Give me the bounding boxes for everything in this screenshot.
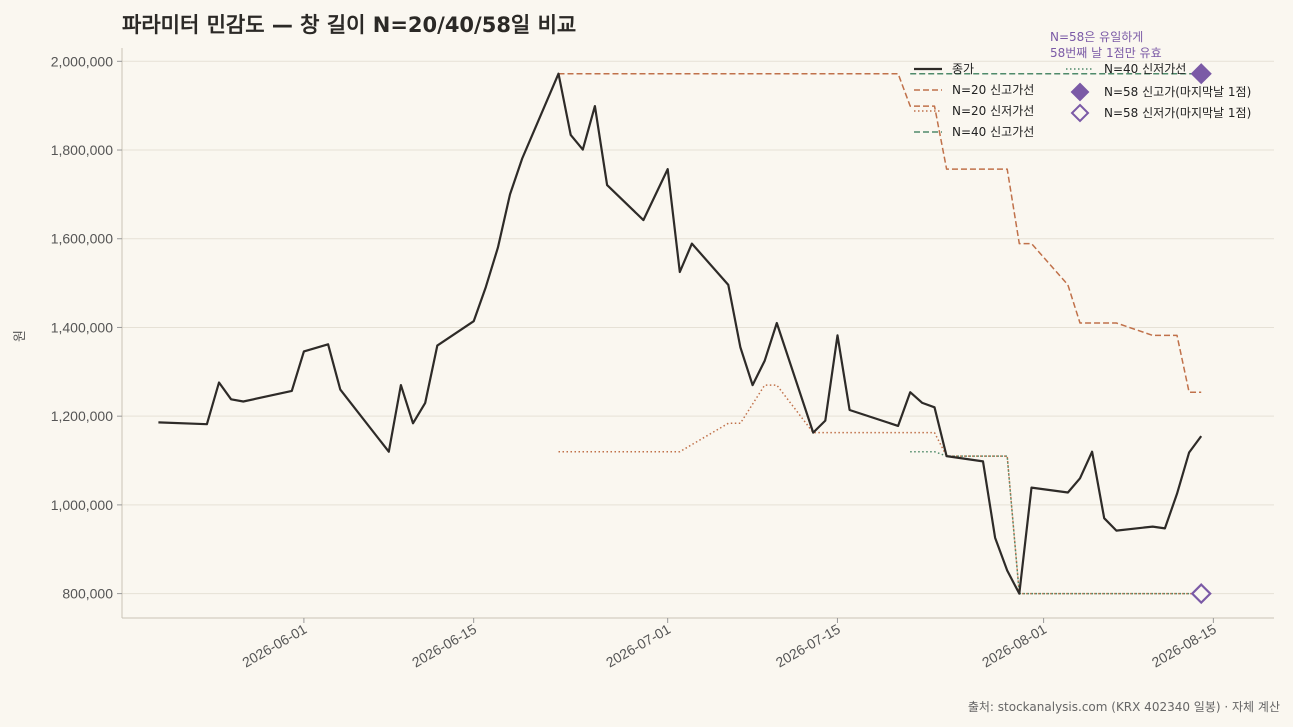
series-line-0 — [158, 72, 1203, 595]
legend-label: N=58 신고가(마지막날 1점) — [1104, 85, 1251, 99]
axes — [121, 48, 1274, 619]
x-tick-label: 2026-07-15 — [773, 621, 843, 671]
legend-label: N=20 신고가선 — [952, 83, 1034, 97]
x-axis-ticks: 2026-06-01 2026-06-15 2026-07-01 2026-07-15… — [239, 618, 1219, 670]
y-tick-label: 800,000 — [62, 586, 113, 602]
annotation-line-1: N=58은 유일하게 — [1050, 30, 1143, 44]
chart-title: 파라미터 민감도 — 창 길이 N=20/40/58일 비교 — [122, 13, 576, 37]
legend-label: N=58 신저가(마지막날 1점) — [1104, 106, 1251, 120]
y-tick-label: 1,200,000 — [51, 408, 113, 424]
x-tick-label: 2026-08-15 — [1149, 621, 1219, 671]
legend-label: 종가 — [952, 62, 974, 76]
annotation-line-2: 58번째 날 1점만 유효 — [1050, 46, 1162, 60]
legend-label: N=40 신고가선 — [952, 125, 1034, 139]
series-line-2 — [558, 384, 1202, 595]
marker-point-1 — [1190, 583, 1212, 605]
y-axis-label: 원 — [13, 330, 28, 342]
source-note: 출처: stockanalysis.com (KRX 402340 일봉) · … — [968, 700, 1280, 714]
grid — [122, 60, 1274, 595]
y-tick-label: 1,800,000 — [51, 142, 113, 158]
plot-area — [158, 72, 1203, 595]
legend-label: N=20 신저가선 — [952, 104, 1034, 118]
x-tick-label: 2026-06-01 — [239, 621, 309, 671]
y-tick-label: 1,000,000 — [51, 497, 113, 513]
series-line-4 — [910, 450, 1202, 595]
y-tick-label: 1,400,000 — [51, 319, 113, 335]
legend-label: N=40 신저가선 — [1104, 62, 1186, 76]
y-tick-label: 2,000,000 — [51, 53, 113, 69]
series-line-1 — [558, 72, 1202, 393]
legend-swatch — [1070, 103, 1090, 123]
marker-point-0 — [1190, 63, 1212, 85]
legend-swatch — [1070, 82, 1090, 102]
markers — [1190, 63, 1212, 605]
x-tick-label: 2026-07-01 — [603, 621, 673, 671]
x-tick-label: 2026-08-01 — [979, 621, 1049, 671]
y-tick-label: 1,600,000 — [51, 231, 113, 247]
y-axis-ticks: 800,000 1,000,000 1,200,000 1,400,000 1,600,… — [51, 53, 122, 602]
legend: 종가 N=20 신고가선 N=20 신저가선 N=40 신고가선 N=40 신저가선 N=… — [914, 62, 1251, 139]
x-tick-label: 2026-06-15 — [409, 621, 479, 671]
